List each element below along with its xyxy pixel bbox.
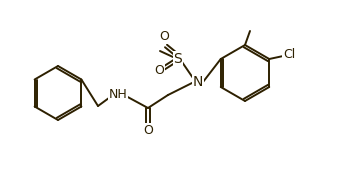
Text: O: O	[154, 64, 164, 76]
Text: NH: NH	[109, 89, 127, 102]
Text: N: N	[193, 75, 203, 89]
Text: O: O	[159, 31, 169, 44]
Text: Cl: Cl	[283, 49, 295, 61]
Text: S: S	[174, 52, 183, 66]
Text: O: O	[143, 123, 153, 137]
